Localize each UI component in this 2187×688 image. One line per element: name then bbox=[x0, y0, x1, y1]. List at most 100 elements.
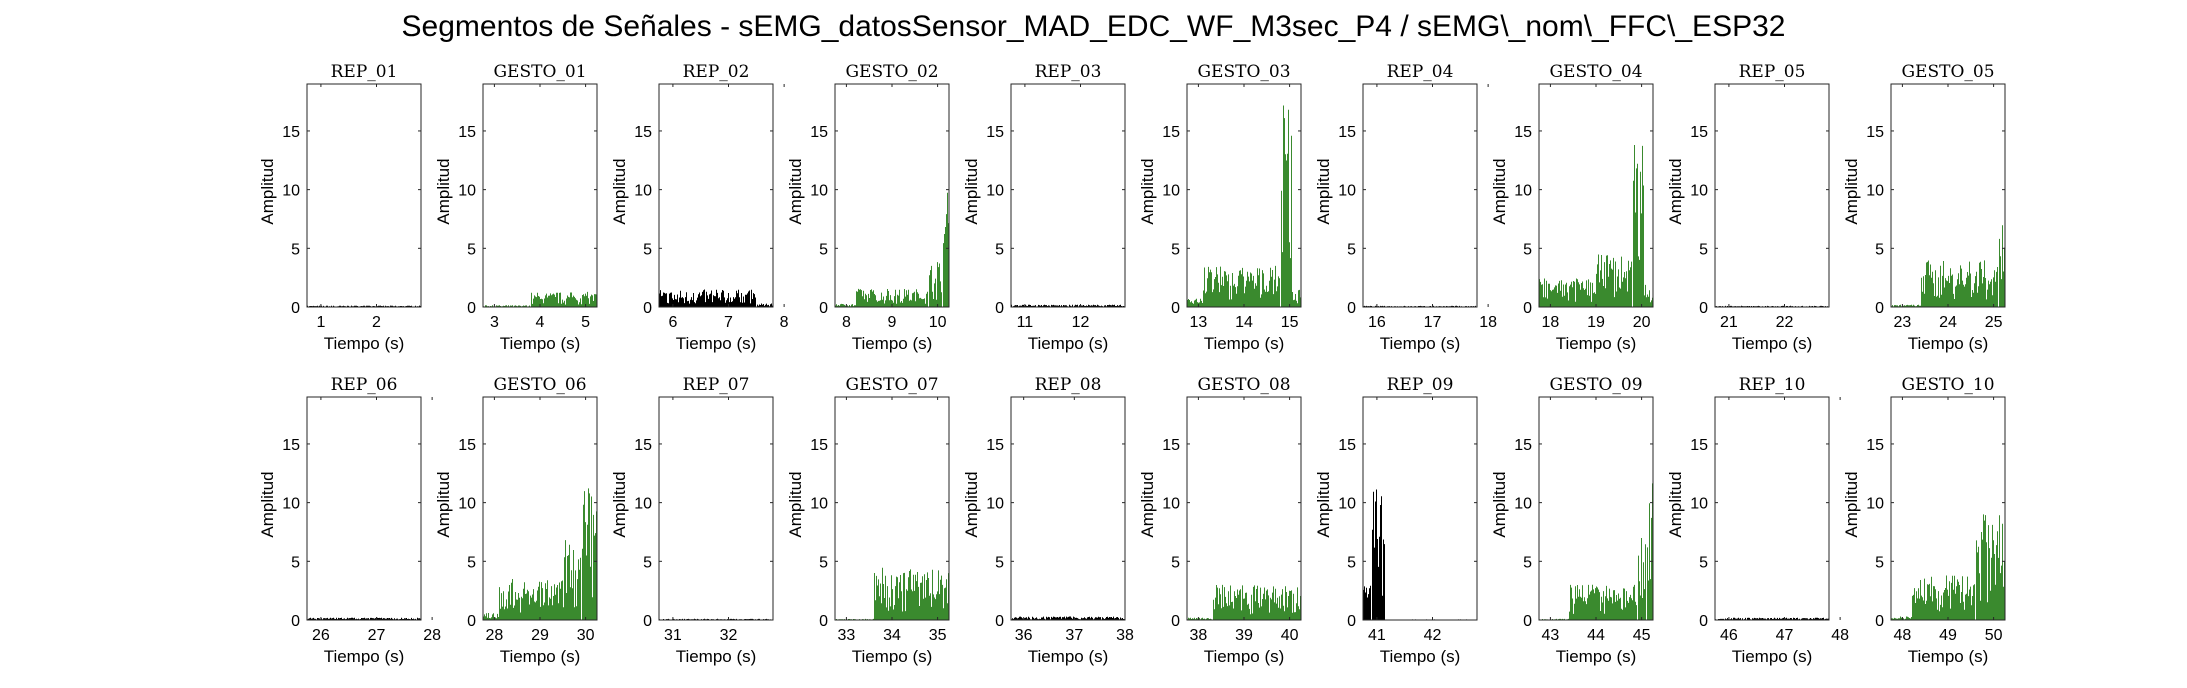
subplot-title: GESTO_04 bbox=[1549, 62, 1642, 82]
axes-box bbox=[1714, 83, 1830, 308]
y-tick-label: 5 bbox=[291, 241, 300, 258]
x-tick-label: 4 bbox=[536, 314, 545, 331]
y-axis-label: Amplitud bbox=[258, 471, 277, 537]
y-tick-label: 5 bbox=[819, 554, 828, 571]
y-tick-label: 5 bbox=[291, 554, 300, 571]
x-tick-label: 31 bbox=[664, 627, 682, 644]
axes-box bbox=[1186, 396, 1302, 621]
x-axis-label: Tiempo (s) bbox=[676, 334, 757, 353]
signal-path bbox=[1891, 225, 2005, 307]
y-axis-label: Amplitud bbox=[1138, 471, 1157, 537]
subplot-rep-05: 0 5 10 15 21 22 REP_05 Tiempo (s) Amplitud bbox=[1666, 62, 1830, 353]
x-tick-label: 49 bbox=[1939, 627, 1957, 644]
signal-path bbox=[1187, 584, 1301, 620]
y-tick-label: 0 bbox=[291, 613, 300, 630]
x-tick-label: 24 bbox=[1939, 314, 1957, 331]
y-tick-label: 5 bbox=[1699, 241, 1708, 258]
y-tick-label: 10 bbox=[986, 496, 1004, 513]
y-axis-label: Amplitud bbox=[434, 158, 453, 224]
y-tick-label: 10 bbox=[458, 496, 476, 513]
x-axis-label: Tiempo (s) bbox=[1028, 647, 1109, 666]
y-tick-label: 15 bbox=[1162, 124, 1180, 141]
subplot-rep-03: 0 5 10 15 11 12 REP_03 Tiempo (s) Amplitud bbox=[962, 62, 1126, 353]
x-tick-label: 17 bbox=[1424, 314, 1442, 331]
x-tick-label: 34 bbox=[883, 627, 901, 644]
x-tick-label: 9 bbox=[888, 314, 897, 331]
y-tick-label: 0 bbox=[467, 613, 476, 630]
subplot-rep-06: 0 5 10 15 26 27 28 REP_06 Tiempo (s) Amplitud bbox=[258, 375, 441, 666]
y-tick-label: 10 bbox=[1514, 183, 1532, 200]
y-tick-label: 5 bbox=[995, 554, 1004, 571]
y-tick-label: 0 bbox=[467, 300, 476, 317]
x-tick-label: 14 bbox=[1235, 314, 1253, 331]
axes-box bbox=[1362, 83, 1478, 308]
x-tick-label: 21 bbox=[1720, 314, 1738, 331]
x-tick-label: 1 bbox=[316, 314, 325, 331]
x-tick-label: 8 bbox=[780, 314, 789, 331]
x-tick-label: 29 bbox=[531, 627, 549, 644]
y-tick-label: 5 bbox=[1523, 554, 1532, 571]
x-tick-label: 5 bbox=[581, 314, 590, 331]
y-tick-label: 15 bbox=[1338, 124, 1356, 141]
signal-trace bbox=[1363, 489, 1477, 620]
y-axis-label: Amplitud bbox=[1314, 471, 1333, 537]
y-tick-label: 0 bbox=[643, 300, 652, 317]
y-tick-label: 10 bbox=[634, 183, 652, 200]
x-tick-label: 22 bbox=[1776, 314, 1794, 331]
y-tick-label: 5 bbox=[467, 241, 476, 258]
y-tick-label: 10 bbox=[1690, 183, 1708, 200]
axes-box bbox=[306, 83, 422, 308]
x-axis-label: Tiempo (s) bbox=[1732, 647, 1813, 666]
x-axis-label: Tiempo (s) bbox=[1556, 334, 1637, 353]
y-tick-label: 0 bbox=[1347, 300, 1356, 317]
subplot-title: GESTO_03 bbox=[1197, 62, 1290, 82]
y-tick-label: 10 bbox=[634, 496, 652, 513]
x-axis-label: Tiempo (s) bbox=[1380, 334, 1461, 353]
signal-trace bbox=[1187, 105, 1301, 307]
x-tick-label: 41 bbox=[1368, 627, 1386, 644]
y-axis-label: Amplitud bbox=[1490, 158, 1509, 224]
subplot-title: GESTO_10 bbox=[1901, 375, 1994, 395]
x-tick-label: 23 bbox=[1894, 314, 1912, 331]
subplot-title: REP_08 bbox=[1035, 375, 1102, 395]
y-tick-label: 5 bbox=[1171, 554, 1180, 571]
x-tick-label: 18 bbox=[1479, 314, 1497, 331]
x-tick-label: 48 bbox=[1894, 627, 1912, 644]
x-tick-label: 18 bbox=[1542, 314, 1560, 331]
subplot-title: GESTO_07 bbox=[845, 375, 938, 395]
axes-box bbox=[482, 83, 598, 308]
subplot-rep-01: 0 5 10 15 1 2 REP_01 Tiempo (s) Amplitud bbox=[258, 62, 422, 353]
x-tick-label: 45 bbox=[1633, 627, 1651, 644]
x-tick-label: 47 bbox=[1776, 627, 1794, 644]
signal-trace bbox=[1539, 145, 1653, 307]
y-axis-label: Amplitud bbox=[1490, 471, 1509, 537]
figure-title: Segmentos de Señales - sEMG_datosSensor_… bbox=[401, 10, 1786, 43]
y-axis-label: Amplitud bbox=[1314, 158, 1333, 224]
y-tick-label: 5 bbox=[1699, 554, 1708, 571]
y-tick-label: 5 bbox=[819, 241, 828, 258]
signal-trace bbox=[1891, 225, 2005, 307]
y-tick-label: 15 bbox=[458, 437, 476, 454]
y-tick-label: 0 bbox=[995, 613, 1004, 630]
axes-box bbox=[1362, 396, 1478, 621]
x-tick-label: 28 bbox=[423, 627, 441, 644]
y-tick-label: 10 bbox=[810, 496, 828, 513]
y-tick-label: 10 bbox=[1338, 183, 1356, 200]
y-tick-label: 10 bbox=[1162, 496, 1180, 513]
y-tick-label: 10 bbox=[1514, 496, 1532, 513]
x-tick-label: 42 bbox=[1424, 627, 1442, 644]
signal-trace bbox=[1891, 514, 2005, 620]
y-tick-label: 0 bbox=[643, 613, 652, 630]
axes-box bbox=[1890, 396, 2006, 621]
x-tick-label: 35 bbox=[929, 627, 947, 644]
y-tick-label: 0 bbox=[1347, 613, 1356, 630]
subplot-title: REP_09 bbox=[1387, 375, 1454, 395]
subplot-rep-10: 0 5 10 15 46 47 48 REP_10 Tiempo (s) Amplitud bbox=[1666, 375, 1849, 666]
y-axis-label: Amplitud bbox=[1138, 158, 1157, 224]
y-tick-label: 5 bbox=[1171, 241, 1180, 258]
x-axis-label: Tiempo (s) bbox=[676, 647, 757, 666]
subplot-title: GESTO_01 bbox=[493, 62, 586, 82]
y-tick-label: 0 bbox=[1171, 613, 1180, 630]
x-axis-label: Tiempo (s) bbox=[1908, 647, 1989, 666]
x-tick-label: 20 bbox=[1633, 314, 1651, 331]
